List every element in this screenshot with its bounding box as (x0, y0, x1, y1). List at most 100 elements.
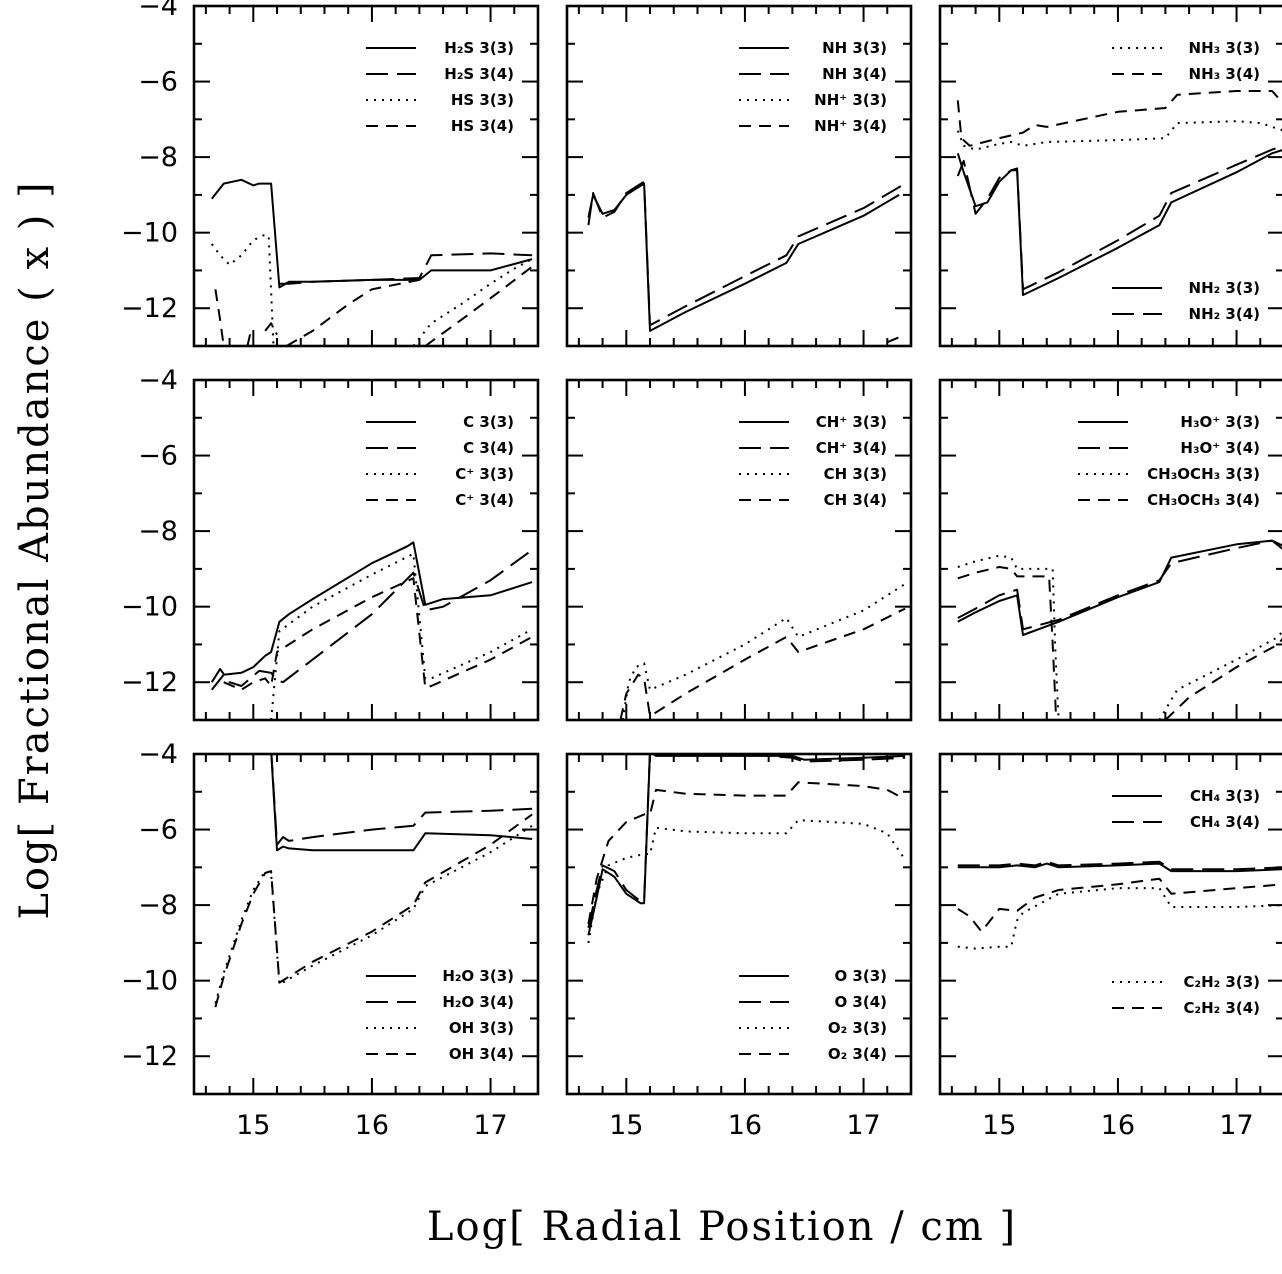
panel-grid: H₂S 3(3) H₂S 3(4) HS 3(3) HS 3(4) −4 −6 −8 −10 −… (121, 0, 1282, 1141)
legend-label: C 3(4) (463, 439, 514, 457)
legend-label: CH₃OCH₃ 3(3) (1147, 465, 1260, 483)
panel-frame (192, 752, 540, 1096)
series-line (587, 754, 906, 936)
legend-label: C⁺ 3(3) (455, 465, 514, 483)
panel-legend: H₂O 3(3) H₂O 3(4) OH 3(3) OH 3(4) (366, 967, 514, 1063)
x-tick-label: 17 (846, 1110, 880, 1141)
panel-frame (938, 752, 1282, 1096)
panel-ticks (567, 5, 912, 347)
panel-row3-col1: H₂O 3(3) H₂O 3(4) OH 3(3) OH 3(4) −4 −6 −8 −10 −… (121, 739, 540, 1141)
panel-series (210, 178, 533, 346)
panel-frame (938, 378, 1282, 722)
legend-label: CH⁺ 3(3) (816, 413, 887, 431)
panel-series (587, 754, 906, 944)
series-line (587, 754, 906, 929)
legend-label: NH₃ 3(4) (1189, 65, 1260, 83)
series-line (957, 554, 1060, 720)
series-line (210, 549, 533, 687)
legend-label: H₃O⁺ 3(4) (1180, 439, 1260, 457)
y-tick-label: −4 (138, 739, 178, 770)
y-tick-label: −10 (121, 966, 178, 997)
series-line (412, 258, 533, 346)
series-line (214, 289, 225, 346)
series-line (424, 265, 533, 346)
legend-label: NH₂ 3(4) (1189, 305, 1260, 323)
panel-row2-col2: CH⁺ 3(3) CH⁺ 3(4) CH 3(3) CH 3(4) (565, 378, 913, 722)
series-line (1164, 637, 1282, 720)
legend-label: CH₃OCH₃ 3(4) (1147, 491, 1260, 509)
series-line (587, 819, 906, 944)
x-axis-title: Log[ Radial Position / cm ] (427, 1204, 1017, 1250)
panel-row2-col3: H₃O⁺ 3(3) H₃O⁺ 3(4) CH₃OCH₃ 3(3) CH₃OCH₃ 3(… (938, 378, 1282, 722)
y-tick-label: −8 (138, 142, 178, 173)
panel-series (210, 541, 533, 720)
panel-legend: NH₃ 3(3) NH₃ 3(4) NH₂ 3(3) NH₂ 3(4) (1112, 39, 1260, 323)
series-line (956, 149, 1282, 296)
series-line (211, 178, 533, 289)
x-tick-label: 16 (728, 1110, 762, 1141)
series-line (957, 539, 1282, 636)
series-line (619, 607, 906, 720)
panel-series (214, 754, 533, 1008)
panel-frame (565, 752, 913, 1096)
legend-label: O₂ 3(3) (828, 1019, 887, 1037)
panel-series (956, 90, 1282, 296)
legend-label: C 3(3) (463, 413, 514, 431)
series-line (211, 541, 533, 691)
x-tick-label: 15 (982, 1110, 1016, 1141)
legend-label: NH 3(3) (822, 39, 887, 57)
panel-frame (192, 378, 540, 722)
panel-frame (565, 4, 913, 348)
legend-label: CH 3(3) (824, 465, 887, 483)
series-line (587, 781, 906, 925)
y-tick-label: −4 (138, 0, 178, 22)
legend-label: NH⁺ 3(4) (814, 117, 887, 135)
panel-series (957, 860, 1282, 950)
series-line (957, 877, 1282, 933)
series-line (886, 333, 906, 344)
panel-legend: C 3(3) C 3(4) C⁺ 3(3) C⁺ 3(4) (366, 413, 514, 509)
series-line (214, 813, 533, 1008)
panel-row2-col1: C 3(3) C 3(4) C⁺ 3(3) C⁺ 3(4) −4 −6 −8 −10 −12 (121, 365, 540, 722)
series-line (246, 330, 252, 346)
series-line (956, 120, 1282, 151)
y-tick-label: −10 (121, 592, 178, 623)
legend-label: H₂S 3(3) (444, 39, 514, 57)
legend-label: HS 3(4) (451, 117, 514, 135)
panel-frame (192, 4, 540, 348)
legend-label: CH₄ 3(3) (1190, 787, 1260, 805)
panel-row1-col3: NH₃ 3(3) NH₃ 3(4) NH₂ 3(3) NH₂ 3(4) (938, 4, 1282, 348)
panel-ticks (940, 753, 1282, 1095)
series-line (1158, 630, 1282, 720)
y-tick-label: −6 (138, 441, 178, 472)
series-line (285, 278, 420, 346)
series-line (587, 180, 906, 327)
series-line (957, 860, 1282, 871)
x-tick-label: 17 (473, 1110, 507, 1141)
y-tick-label: −12 (121, 1041, 178, 1072)
panel-row3-col3: CH₄ 3(3) CH₄ 3(4) C₂H₂ 3(3) C₂H₂ 3(4) 15 16 17 (938, 752, 1282, 1141)
panel-frame (565, 378, 913, 722)
panel-ticks (194, 379, 539, 721)
panel-ticks (940, 5, 1282, 347)
legend-label: H₂S 3(4) (444, 65, 514, 83)
legend-label: OH 3(3) (449, 1019, 514, 1037)
x-tick-label: 17 (1219, 1110, 1253, 1141)
panel-legend: H₂S 3(3) H₂S 3(4) HS 3(3) HS 3(4) (366, 39, 514, 135)
panel-ticks (194, 5, 539, 347)
series-line (957, 566, 1058, 720)
y-tick-label: −12 (121, 293, 178, 324)
legend-label: NH₂ 3(3) (1189, 279, 1260, 297)
y-tick-label: −6 (138, 67, 178, 98)
series-line (279, 252, 533, 285)
legend-label: H₂O 3(4) (442, 993, 514, 1011)
series-line (621, 583, 906, 720)
legend-label: CH⁺ 3(4) (816, 439, 887, 457)
legend-label: HS 3(3) (451, 91, 514, 109)
panel-ticks (940, 379, 1282, 721)
legend-label: NH₃ 3(3) (1189, 39, 1260, 57)
x-tick-label: 15 (236, 1110, 270, 1141)
series-line (587, 182, 900, 332)
y-tick-label: −6 (138, 815, 178, 846)
